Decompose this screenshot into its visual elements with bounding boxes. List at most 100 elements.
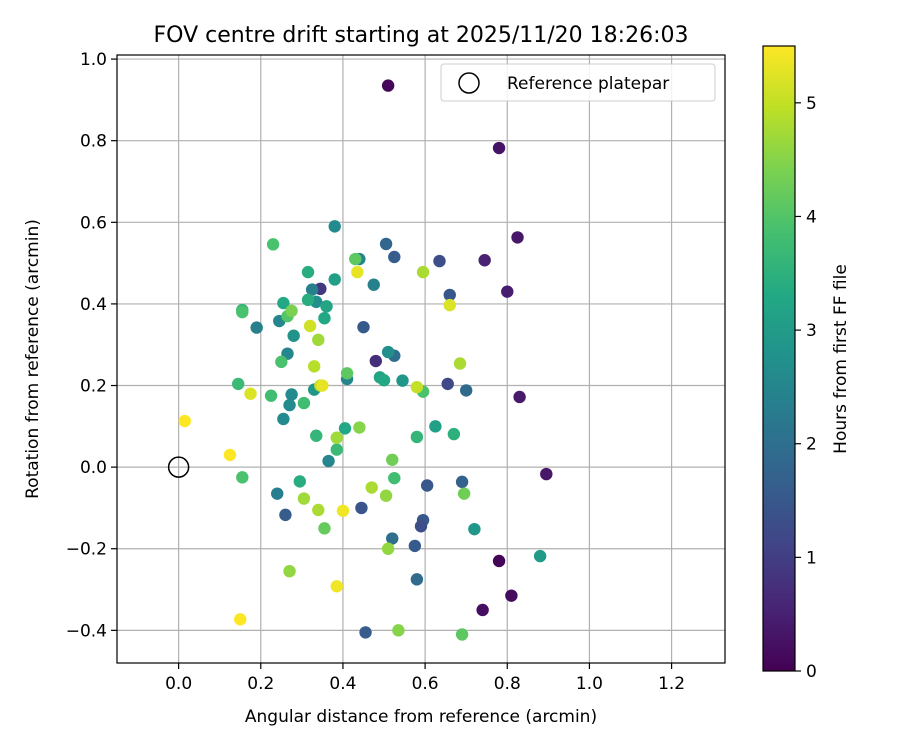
data-point [297,396,311,410]
data-point [379,237,393,251]
y-tick-label: 0.6 [80,213,107,233]
colorbar-ticks: 0 1 2 3 4 5 [795,94,817,682]
data-point [340,367,354,380]
data-point [310,429,323,442]
data-point [533,549,547,563]
colorbar-label: Hours from first FF file [831,264,851,454]
data-point [351,265,364,279]
x-axis-label: Angular distance from reference (arcmin) [245,707,597,727]
data-point [307,360,321,373]
data-point [414,520,428,533]
data-point [318,311,331,325]
data-point [264,389,278,402]
data-point [476,603,489,617]
data-point [285,304,298,318]
chart-title: FOV centre drift starting at 2025/11/20 … [154,23,689,48]
data-point [322,454,335,468]
data-point [353,421,366,434]
data-point [285,388,298,401]
data-point [312,333,325,347]
data-point [250,321,263,334]
data-point [178,414,191,428]
data-point [367,278,380,291]
x-tick-label: 0.6 [412,674,439,694]
data-point [349,252,362,266]
colorbar-tick-label: 1 [806,548,817,568]
colorbar: 0 1 2 3 4 5 Hours from first FF file [762,45,851,682]
data-point [443,298,456,312]
data-point [410,380,424,394]
legend: Reference platepar [440,63,716,102]
data-point [505,589,518,602]
colorbar-tick-label: 5 [806,94,817,114]
data-point [283,564,296,578]
data-point [328,273,341,286]
data-point [369,354,383,368]
data-point [266,238,280,251]
data-point [330,580,343,593]
y-tick-label: 1.0 [80,50,107,70]
data-point [388,471,401,485]
reference-marker [167,456,190,478]
data-point [301,293,315,307]
data-point [441,377,454,391]
data-point [447,427,461,441]
y-tick-label: −0.2 [66,540,107,560]
data-point [231,377,245,391]
data-point [287,329,300,342]
data-point [501,285,514,298]
data-point [330,431,343,444]
data-point [277,412,290,426]
data-point [297,492,311,505]
data-point [318,522,331,535]
data-points [178,79,553,641]
colorbar-tick-label: 0 [806,662,817,682]
data-point [468,522,481,536]
data-point [410,430,424,444]
legend-marker [458,72,480,94]
data-point [429,420,442,433]
data-point [492,554,506,568]
data-point [388,250,401,264]
colorbar-gradient [762,45,796,672]
data-point [386,453,399,466]
data-point [478,254,491,267]
data-point [328,220,341,233]
data-point [277,296,290,310]
data-point [457,487,471,500]
data-point [320,300,333,313]
data-point [377,374,391,387]
data-point [303,319,317,333]
x-tick-label: 0.4 [329,674,356,694]
y-tick-label: 0.8 [80,132,107,152]
grid-lines [117,55,725,663]
data-point [540,467,553,481]
data-point [312,503,325,517]
data-point [455,628,469,641]
data-point [234,613,247,626]
colorbar-tick-label: 2 [806,435,817,455]
data-point [301,265,315,279]
data-point [357,320,370,334]
data-point [244,387,257,400]
legend-label: Reference platepar [507,74,669,94]
y-axis-label: Rotation from reference (arcmin) [23,219,43,499]
data-point [236,305,249,319]
data-point [381,79,395,92]
x-tick-label: 1.0 [576,674,603,694]
data-point [410,573,424,586]
data-point [433,254,446,268]
data-point [293,475,307,488]
x-axis-ticks: 0.0 0.2 0.4 0.6 0.8 1.0 1.2 [165,663,685,694]
colorbar-tick-label: 4 [806,207,817,227]
data-point [420,479,434,492]
data-point [355,501,368,515]
y-tick-label: 0.0 [80,458,107,478]
colorbar-tick-label: 3 [806,321,817,341]
data-point [443,288,456,302]
y-tick-label: 0.4 [80,295,107,315]
x-tick-label: 1.2 [658,674,685,694]
data-point [379,489,393,502]
x-tick-label: 0.2 [247,674,274,694]
y-tick-label: −0.4 [66,621,107,641]
